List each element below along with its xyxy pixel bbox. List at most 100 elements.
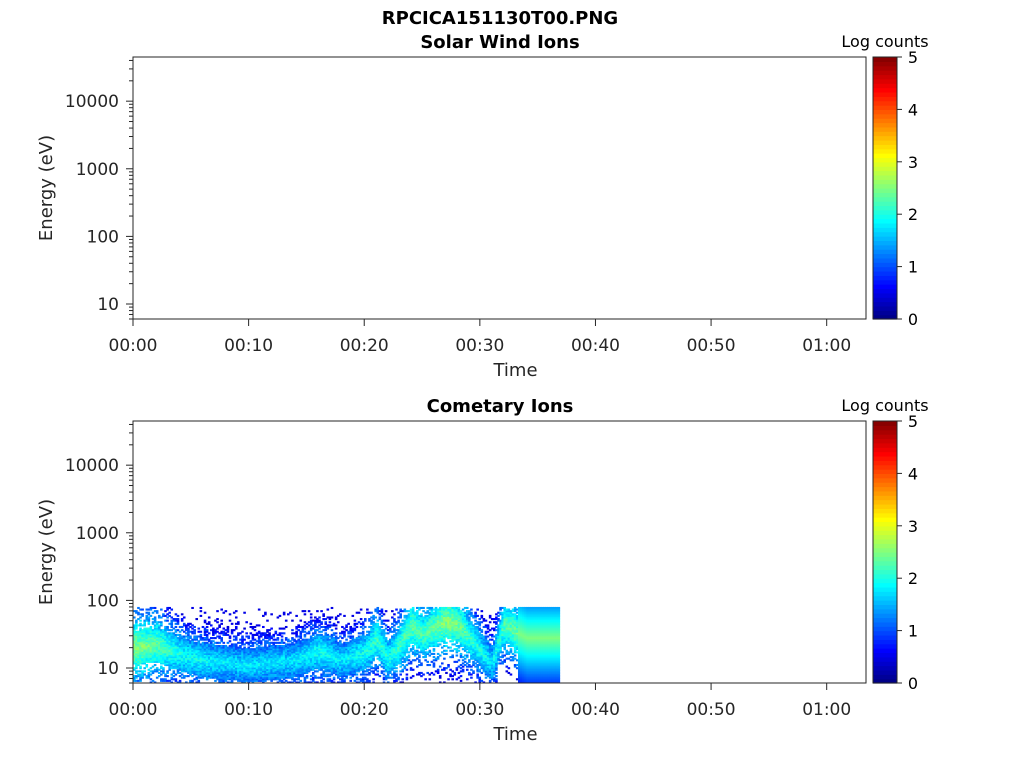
spectrogram-cell bbox=[334, 632, 338, 635]
spectrogram-cell bbox=[268, 654, 271, 657]
spectrogram-cell bbox=[359, 618, 363, 621]
spectrogram-cell bbox=[449, 656, 452, 659]
spectrogram-cell bbox=[363, 643, 367, 646]
spectrogram-cell bbox=[309, 637, 313, 640]
spectrogram-cell bbox=[180, 649, 184, 652]
spectrogram-cell bbox=[320, 681, 323, 684]
spectrogram-cell bbox=[403, 614, 407, 617]
spectrogram-cell bbox=[187, 643, 190, 646]
spectrogram-cell bbox=[228, 668, 232, 671]
spectrogram-cell bbox=[386, 659, 390, 662]
spectrogram-cell bbox=[274, 662, 278, 665]
spectrogram-cell bbox=[137, 624, 140, 627]
spectrogram-cell bbox=[253, 633, 257, 636]
spectrogram-cell bbox=[301, 659, 305, 662]
spectrogram-cell bbox=[276, 648, 280, 651]
spectrogram-cell bbox=[357, 635, 361, 638]
spectrogram-cell bbox=[276, 654, 280, 657]
spectrogram-cell bbox=[201, 649, 205, 652]
spectrogram-cell bbox=[403, 667, 407, 670]
spectrogram-cell bbox=[307, 670, 311, 673]
spectrogram-cell bbox=[386, 649, 390, 652]
spectrogram-cell bbox=[401, 648, 405, 651]
spectrogram-cell bbox=[257, 632, 261, 635]
spectrogram-cell bbox=[445, 627, 448, 630]
spectrogram-cell bbox=[234, 622, 238, 625]
spectrogram-cell bbox=[272, 670, 276, 673]
spectrogram-cell bbox=[268, 656, 271, 659]
spectrogram-cell bbox=[220, 676, 223, 679]
spectrogram-cell bbox=[461, 668, 465, 671]
spectrogram-cell bbox=[451, 649, 454, 652]
spectrogram-cell bbox=[239, 665, 242, 668]
spectrogram-cell bbox=[197, 644, 201, 648]
spectrogram-cell bbox=[214, 637, 217, 640]
spectrogram-cell bbox=[284, 637, 288, 640]
spectrogram-cell bbox=[295, 671, 298, 674]
spectrogram-cell bbox=[284, 670, 288, 673]
spectrogram-cell bbox=[212, 663, 215, 667]
spectrogram-cell bbox=[172, 654, 176, 657]
spectrogram-cell bbox=[199, 663, 203, 667]
spectrogram-cell bbox=[301, 673, 305, 676]
spectrogram-cell bbox=[257, 679, 261, 682]
spectrogram-cell bbox=[291, 673, 294, 676]
spectrogram-cell bbox=[216, 648, 219, 651]
spectrogram-cell bbox=[203, 665, 207, 668]
spectrogram-cell bbox=[286, 646, 290, 649]
spectrogram-cell bbox=[230, 643, 234, 646]
spectrogram-cell bbox=[139, 659, 142, 662]
spectrogram-cell bbox=[147, 673, 151, 676]
spectrogram-cell bbox=[149, 673, 153, 676]
spectrogram-cell bbox=[247, 646, 251, 649]
spectrogram-cell bbox=[330, 679, 334, 682]
spectrogram-cell bbox=[447, 619, 450, 622]
spectrogram-cell bbox=[232, 673, 236, 676]
spectrogram-cell bbox=[457, 640, 461, 643]
spectrogram-cell bbox=[274, 671, 278, 674]
spectrogram-cell bbox=[461, 665, 465, 668]
spectrogram-cell bbox=[353, 629, 357, 632]
spectrogram-cell bbox=[353, 646, 357, 649]
spectrogram-cell bbox=[155, 630, 159, 633]
spectrogram-cell bbox=[280, 663, 284, 667]
spectrogram-cell bbox=[207, 659, 211, 662]
spectrogram-cell bbox=[209, 651, 213, 654]
spectrogram-cell bbox=[232, 648, 236, 651]
spectrogram-cell bbox=[172, 671, 176, 674]
spectrogram-cell bbox=[366, 652, 369, 655]
spectrogram-cell bbox=[403, 625, 407, 629]
spectrogram-cell bbox=[407, 610, 411, 613]
spectrogram-cell bbox=[135, 630, 138, 633]
spectrogram-cell bbox=[314, 649, 317, 652]
spectrogram-cell bbox=[160, 646, 163, 649]
spectrogram-cell bbox=[214, 649, 217, 652]
colorbar-cell bbox=[873, 148, 897, 154]
spectrogram-cell bbox=[349, 671, 353, 674]
spectrogram-cell bbox=[468, 659, 471, 662]
spectrogram-cell bbox=[174, 618, 178, 621]
spectrogram-cell bbox=[245, 679, 248, 682]
spectrogram-cell bbox=[399, 652, 402, 655]
spectrogram-cell bbox=[405, 668, 409, 671]
spectrogram-cell bbox=[459, 654, 463, 657]
spectrogram-cell bbox=[164, 654, 167, 657]
spectrogram-cell bbox=[395, 654, 398, 657]
spectrogram-cell bbox=[168, 656, 171, 659]
spectrogram-cell bbox=[368, 663, 371, 667]
spectrogram-cell bbox=[330, 641, 334, 644]
spectrogram-cell bbox=[309, 656, 313, 659]
spectrogram-cell bbox=[297, 675, 300, 678]
spectrogram-cell bbox=[232, 668, 236, 671]
spectrogram-cell bbox=[135, 652, 138, 655]
spectrogram-cell bbox=[282, 648, 286, 651]
spectrogram-cell bbox=[180, 662, 184, 665]
spectrogram-cell bbox=[205, 635, 209, 638]
spectrogram-cell bbox=[133, 637, 136, 640]
spectrogram-cell bbox=[166, 637, 169, 640]
spectrogram-cell bbox=[366, 649, 369, 652]
spectrogram-cell bbox=[341, 665, 344, 668]
spectrogram-cell bbox=[305, 675, 309, 678]
spectrogram-cell bbox=[426, 652, 430, 655]
spectrogram-cell bbox=[166, 651, 169, 654]
